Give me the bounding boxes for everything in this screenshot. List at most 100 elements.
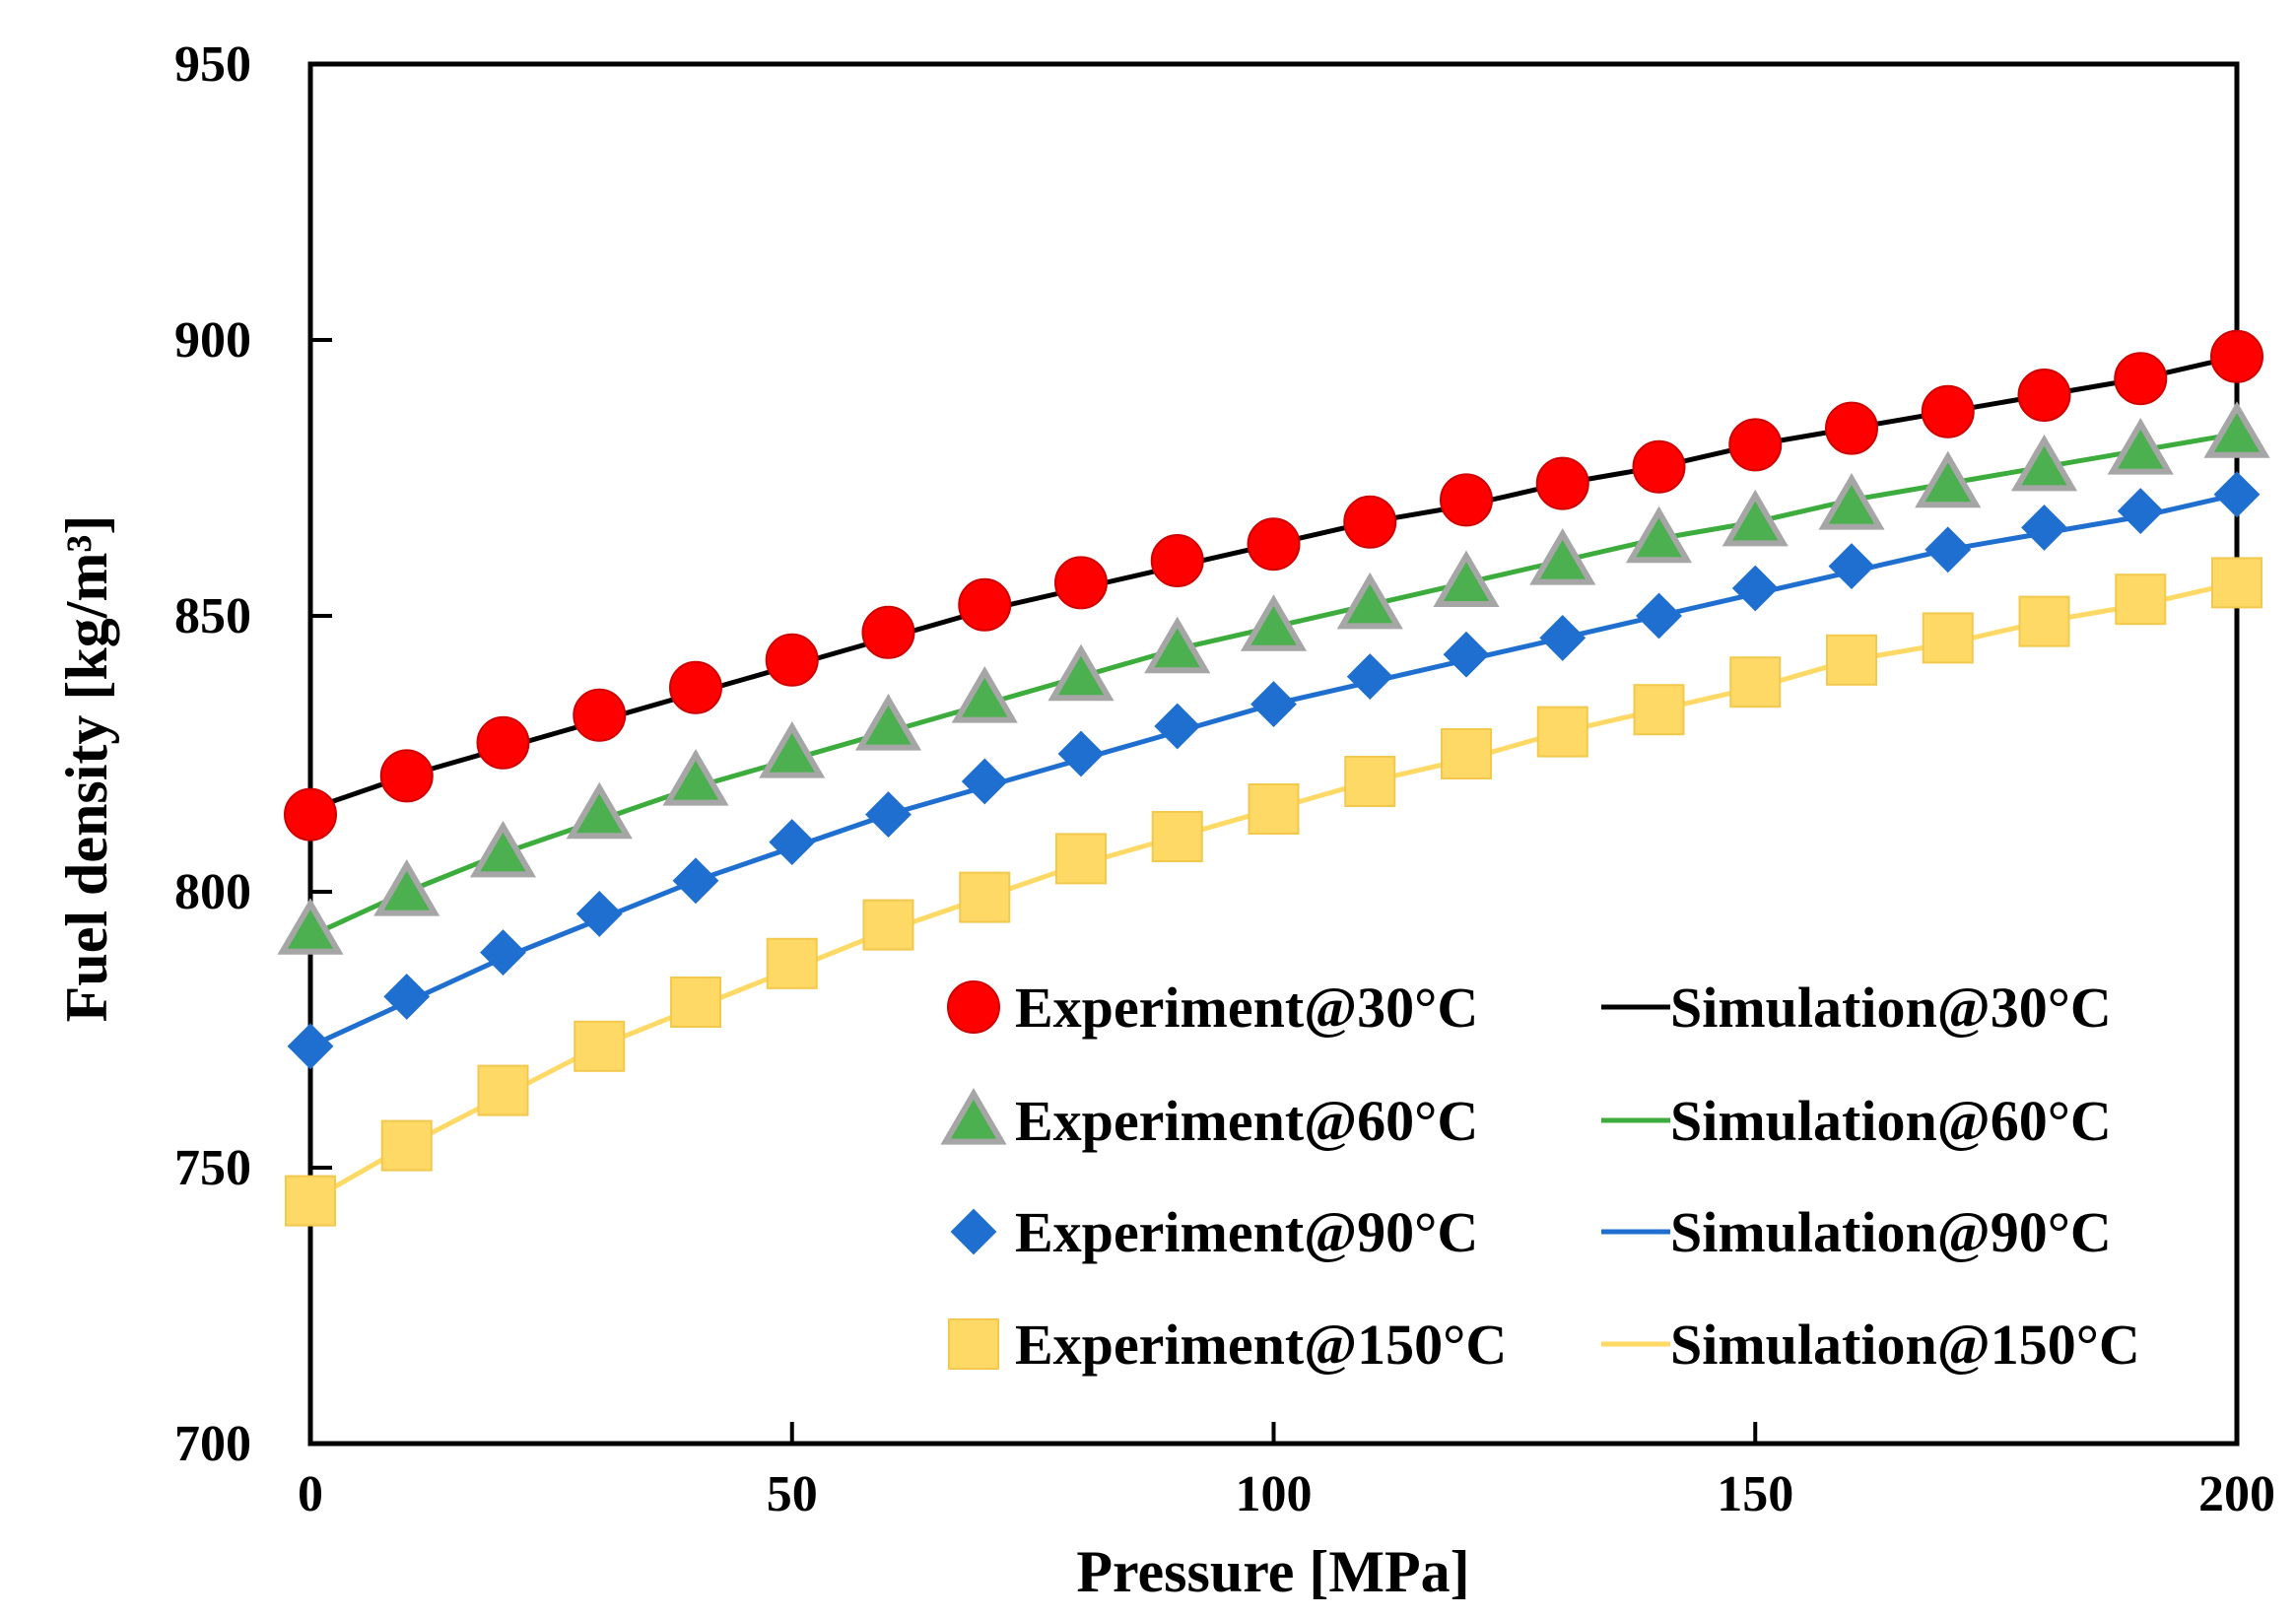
- experiment-point-90°C: [2117, 488, 2164, 535]
- legend-experiment-label: Experiment@60°C: [1015, 1089, 1478, 1153]
- experiment-point-60°C: [566, 781, 633, 840]
- y-axis: 700 750 800 850 900 950: [174, 36, 332, 1472]
- experiment-point-150°C: [1344, 756, 1396, 807]
- experiment-point-150°C: [1536, 706, 1588, 758]
- experiment-point-90°C: [1731, 565, 1779, 612]
- experiment-point-150°C: [574, 1020, 626, 1072]
- experiment-point-30°C: [1054, 556, 1108, 610]
- experiment-point-90°C: [1057, 730, 1105, 777]
- legend: Experiment@30°C Simulation@30°C Experiment…: [940, 976, 2140, 1377]
- legend-simulation-label: Simulation@30°C: [1670, 976, 2112, 1040]
- experiment-point-90°C: [961, 758, 1008, 805]
- experiment-point-90°C: [769, 819, 816, 866]
- experiment-point-150°C: [1248, 783, 1300, 835]
- experiment-point-90°C: [1346, 653, 1393, 701]
- experiment-point-30°C: [765, 633, 819, 687]
- experiment-point-150°C: [2018, 595, 2070, 647]
- legend-simulation-label: Simulation@150°C: [1670, 1313, 2140, 1377]
- experiment-point-150°C: [959, 871, 1011, 923]
- experiment-point-150°C: [1826, 634, 1877, 686]
- x-tick-label: 0: [298, 1466, 323, 1522]
- experiment-point-150°C: [380, 1119, 433, 1172]
- experiment-point-90°C: [575, 890, 623, 937]
- legend-experiment-label: Experiment@90°C: [1015, 1200, 1478, 1264]
- legend-marker-150°C: [948, 1318, 999, 1370]
- experiment-point-60°C: [1625, 506, 1693, 564]
- y-tick-label: 850: [174, 588, 251, 644]
- x-tick-label: 150: [1717, 1466, 1793, 1522]
- plot-area: [307, 61, 2240, 1447]
- legend-marker-90°C: [950, 1208, 997, 1255]
- x-tick-label: 100: [1236, 1466, 1313, 1522]
- experiment-point-30°C: [2017, 369, 2071, 422]
- experiment-point-150°C: [766, 937, 818, 989]
- experiment-point-150°C: [2115, 573, 2167, 626]
- experiment-point-150°C: [1729, 656, 1782, 708]
- experiment-point-30°C: [1728, 418, 1783, 472]
- experiment-point-30°C: [284, 787, 337, 842]
- experiment-point-150°C: [477, 1064, 529, 1116]
- x-tick-label: 50: [767, 1466, 818, 1522]
- experiment-point-60°C: [277, 898, 344, 955]
- experiment-point-30°C: [1632, 439, 1686, 494]
- experiment-point-30°C: [476, 715, 530, 770]
- experiment-point-150°C: [285, 1175, 336, 1227]
- experiment-point-150°C: [1633, 684, 1685, 736]
- experiment-markers: [277, 329, 2270, 1227]
- experiment-point-60°C: [1529, 528, 1596, 585]
- experiment-point-60°C: [1336, 572, 1403, 630]
- experiment-point-30°C: [2114, 352, 2168, 406]
- experiment-point-30°C: [573, 688, 627, 742]
- experiment-point-150°C: [1151, 811, 1203, 862]
- experiment-point-30°C: [1825, 401, 1878, 455]
- experiment-point-90°C: [1636, 592, 1682, 640]
- legend-experiment-label: Experiment@150°C: [1015, 1313, 1507, 1377]
- experiment-point-150°C: [1922, 612, 1974, 664]
- experiment-point-30°C: [1247, 517, 1301, 572]
- experiment-point-90°C: [1443, 631, 1490, 678]
- legend-simulation-label: Simulation@90°C: [1670, 1200, 2112, 1264]
- experiment-point-30°C: [1343, 495, 1397, 549]
- experiment-point-60°C: [1722, 489, 1789, 547]
- experiment-point-60°C: [1915, 450, 1982, 508]
- experiment-point-60°C: [2107, 418, 2174, 475]
- y-tick-label: 800: [174, 864, 251, 920]
- legend-marker-60°C: [940, 1088, 1007, 1145]
- experiment-point-30°C: [1535, 456, 1589, 510]
- experiment-point-30°C: [2210, 329, 2263, 383]
- experiment-point-90°C: [1154, 703, 1201, 750]
- experiment-point-60°C: [951, 666, 1018, 723]
- experiment-point-90°C: [480, 929, 526, 977]
- experiment-point-30°C: [1150, 534, 1204, 587]
- y-tick-label: 950: [174, 36, 251, 93]
- experiment-point-30°C: [861, 605, 915, 659]
- experiment-point-60°C: [854, 694, 922, 751]
- y-tick-label: 700: [174, 1416, 251, 1472]
- experiment-point-90°C: [1925, 526, 1972, 573]
- experiment-point-60°C: [2010, 434, 2078, 492]
- y-tick-label: 750: [174, 1140, 251, 1196]
- experiment-point-60°C: [1818, 473, 1885, 530]
- experiment-point-30°C: [379, 749, 434, 803]
- experiment-point-150°C: [670, 977, 721, 1028]
- experiment-point-90°C: [865, 791, 912, 839]
- x-axis-title: Pressure [MPa]: [1076, 1539, 1469, 1604]
- experiment-point-150°C: [862, 899, 914, 951]
- y-tick-label: 900: [174, 312, 251, 369]
- experiment-point-60°C: [373, 859, 440, 916]
- experiment-point-90°C: [672, 857, 719, 905]
- experiment-point-60°C: [1047, 643, 1114, 702]
- y-axis-title: Fuel density [kg/m³]: [54, 515, 119, 1023]
- legend-marker-30°C: [947, 980, 1000, 1034]
- experiment-point-30°C: [669, 660, 722, 714]
- experiment-point-60°C: [662, 749, 729, 806]
- experiment-point-150°C: [2211, 557, 2262, 609]
- experiment-point-150°C: [1441, 728, 1492, 779]
- experiment-point-60°C: [1144, 616, 1211, 674]
- x-tick-label: 200: [2198, 1466, 2275, 1522]
- experiment-point-60°C: [1433, 550, 1500, 607]
- legend-simulation-label: Simulation@60°C: [1670, 1089, 2112, 1153]
- experiment-point-60°C: [759, 721, 826, 778]
- experiment-point-90°C: [1250, 681, 1297, 728]
